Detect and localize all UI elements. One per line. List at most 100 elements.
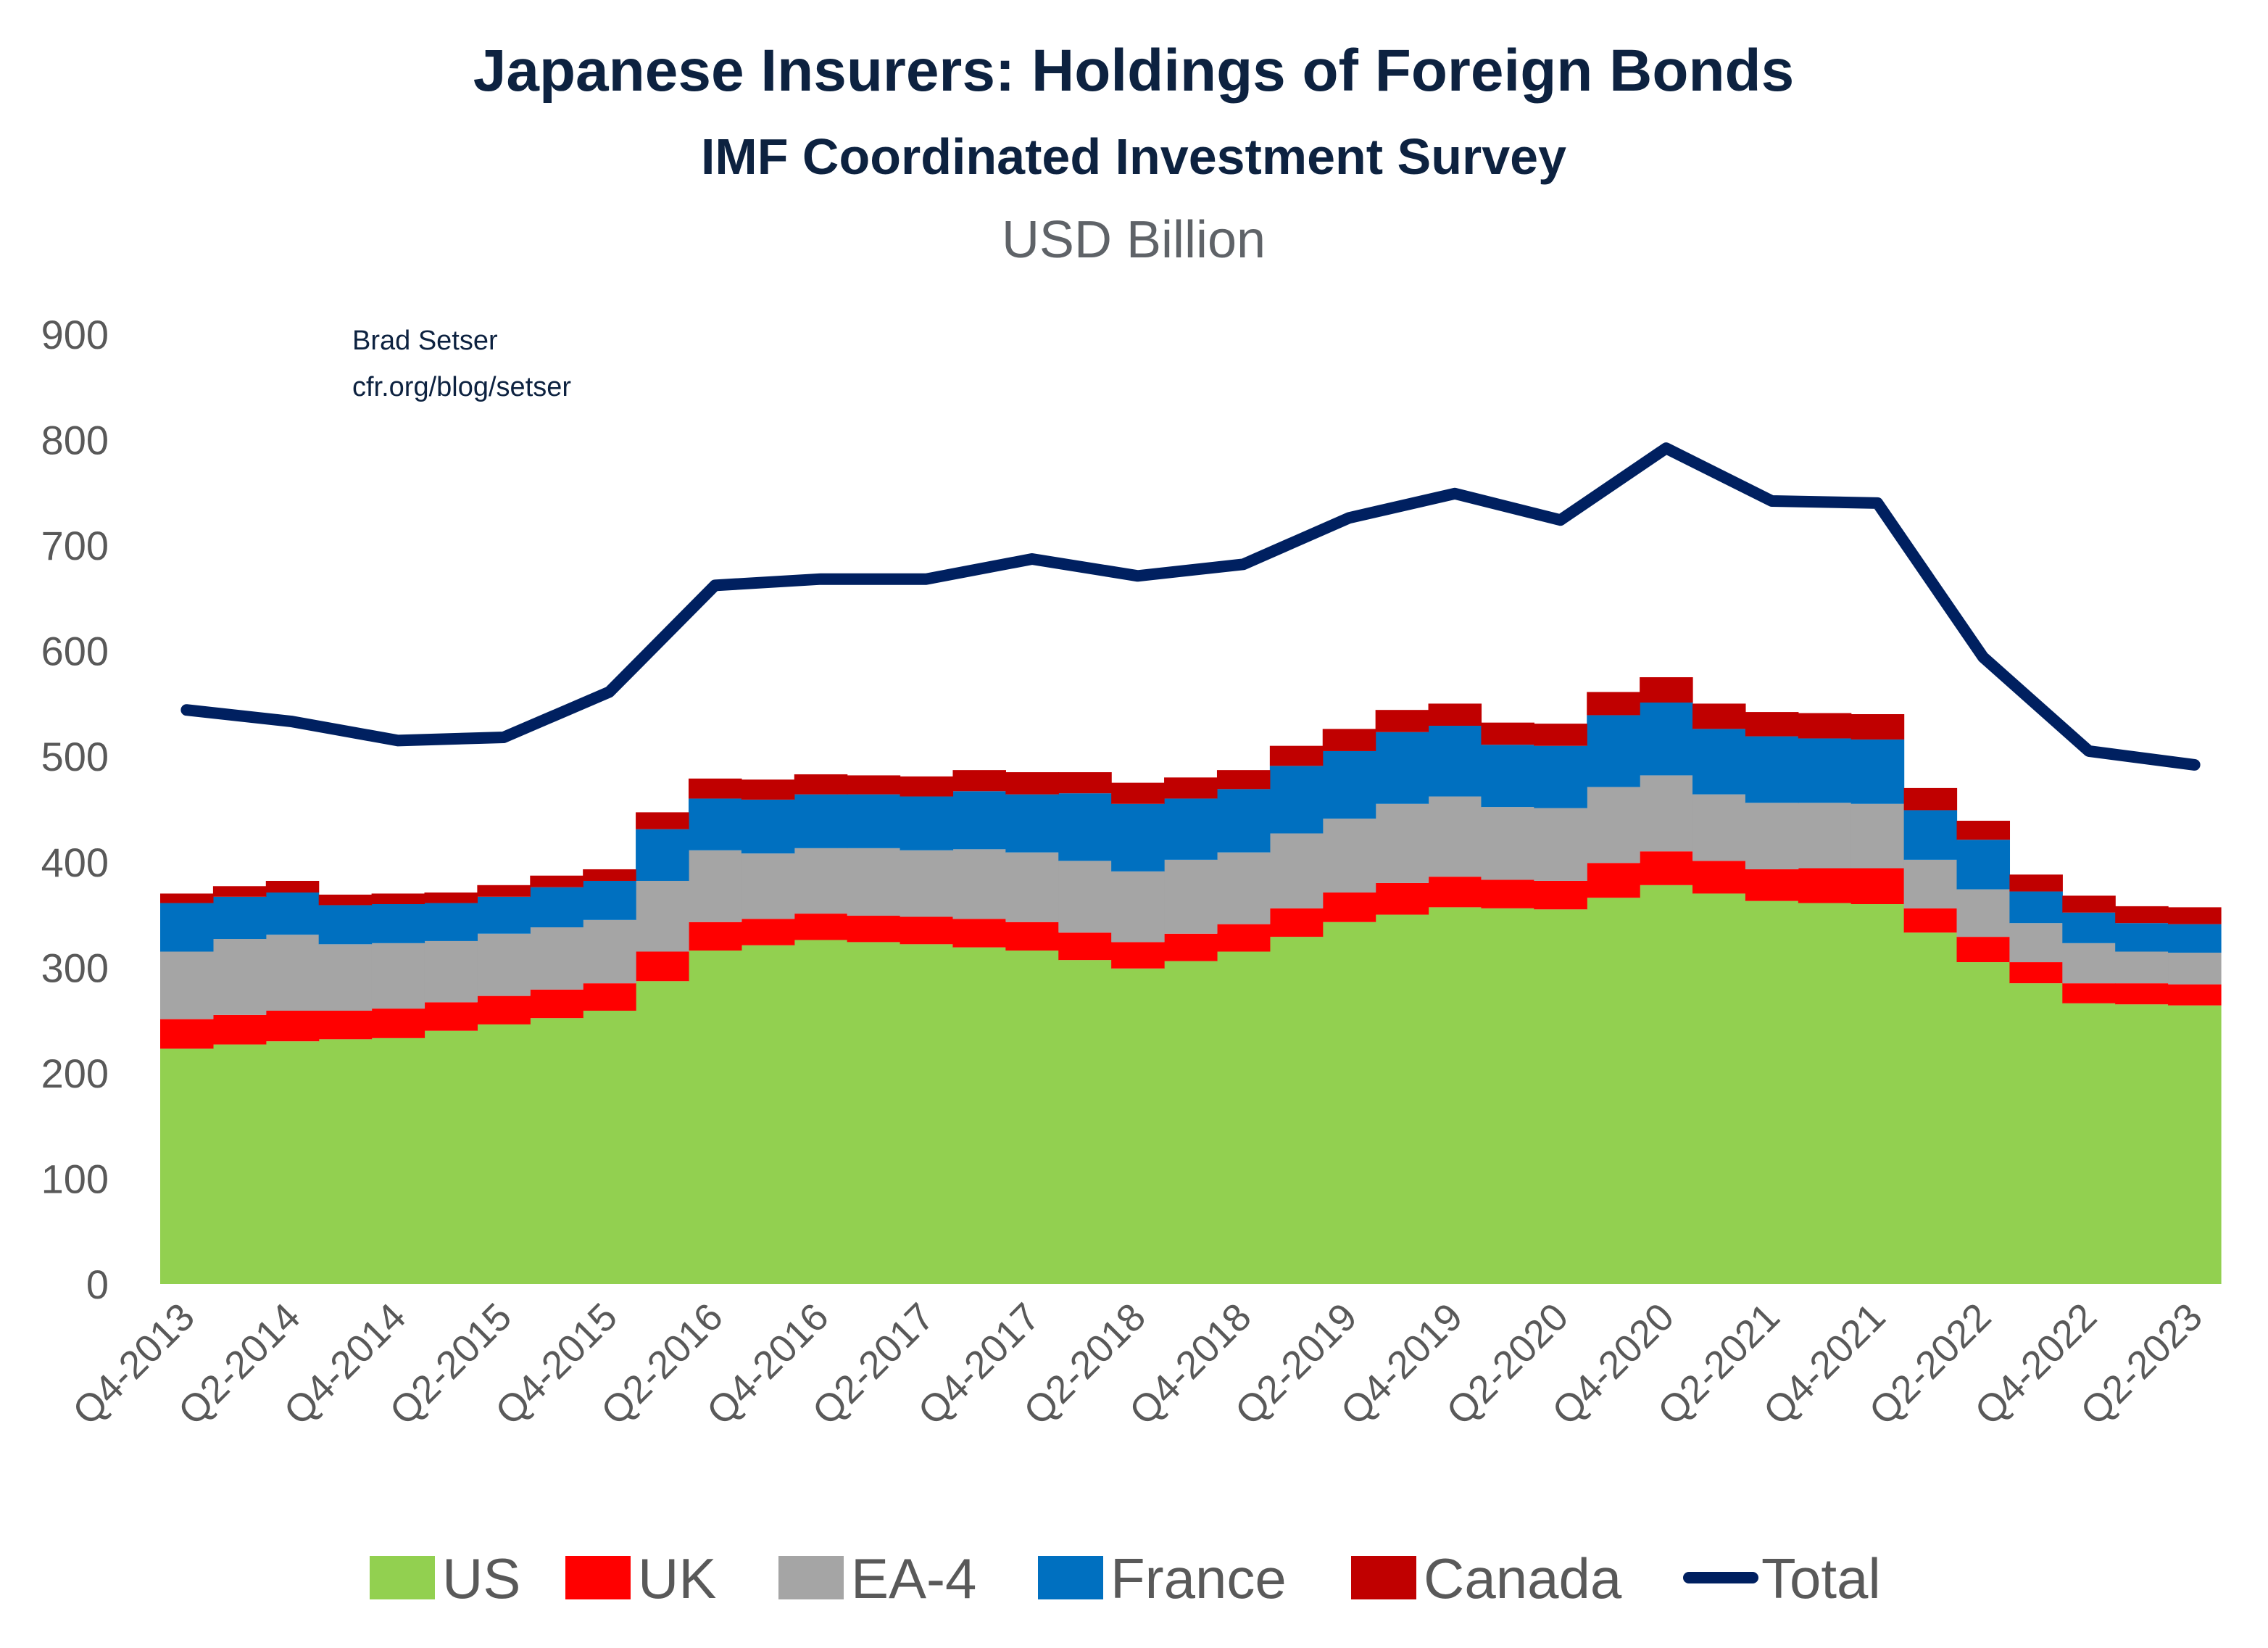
legend-item-us: US (370, 1546, 520, 1610)
area-segment (2168, 1005, 2222, 1284)
area-segment (1850, 868, 1905, 904)
y-tick-label: 700 (41, 523, 109, 568)
area-segment (424, 940, 478, 1003)
area-segment (1164, 859, 1218, 934)
area-segment (1058, 960, 1112, 1284)
area-segment (1428, 726, 1482, 797)
legend-label: Total (1761, 1546, 1881, 1610)
area-segment (794, 914, 848, 940)
area-segment (212, 896, 267, 940)
area-segment (318, 894, 373, 906)
legend-label: UK (638, 1546, 716, 1610)
area-segment (2009, 874, 2063, 892)
area-segment (1692, 703, 1746, 729)
area-segment (1534, 880, 1587, 910)
y-tick-label: 0 (86, 1262, 109, 1307)
area-segment (265, 880, 320, 893)
area-segment (2115, 1004, 2169, 1284)
area-segment (160, 893, 214, 903)
area-segment (847, 848, 901, 916)
area-segment (1481, 807, 1534, 880)
area-segment (688, 922, 742, 951)
area-segment (530, 887, 583, 928)
area-segment (636, 981, 689, 1284)
area-segment (1269, 745, 1324, 766)
area-segment (1058, 932, 1112, 961)
area-segment (371, 943, 425, 1009)
area-segment (1375, 732, 1429, 804)
legend-swatch (1038, 1556, 1103, 1599)
area-segment (1850, 904, 1905, 1284)
area-segment (2168, 907, 2222, 924)
legend-item-total: Total (1683, 1546, 1881, 1610)
area-segment (318, 944, 373, 1011)
legend-item-france: France (1038, 1546, 1287, 1610)
area-segment (1058, 861, 1112, 933)
area-segment (2062, 895, 2116, 913)
area-segment (1481, 908, 1534, 1284)
area-segment (688, 850, 742, 922)
area-segment (636, 951, 689, 982)
area-segment (2062, 943, 2116, 984)
area-segment (265, 892, 320, 935)
area-segment (847, 916, 901, 943)
area-segment (2062, 1003, 2116, 1284)
area-segment (583, 919, 636, 984)
area-segment (1534, 724, 1587, 746)
y-tick-label: 900 (41, 312, 109, 357)
area-segment (1111, 942, 1165, 969)
area-segment (1745, 900, 1799, 1284)
area-segment (424, 903, 478, 941)
area-segment (688, 798, 742, 850)
area-segment (1534, 909, 1587, 1284)
area-segment (318, 905, 373, 945)
stacked-areas (160, 677, 2222, 1284)
legend-label: France (1110, 1546, 1287, 1610)
area-segment (2009, 983, 2063, 1284)
legend-label: EA-4 (851, 1546, 976, 1610)
area-segment (952, 770, 1006, 792)
area-segment (741, 945, 795, 1284)
area-segment (1903, 787, 1958, 811)
area-segment (1322, 819, 1376, 893)
area-segment (265, 935, 320, 1011)
area-segment (1587, 715, 1640, 787)
area-segment (952, 849, 1006, 919)
area-segment (900, 776, 954, 797)
area-segment (900, 796, 954, 850)
area-segment (1428, 796, 1482, 877)
area-segment (1111, 803, 1165, 871)
legend-item-uk: UK (565, 1546, 716, 1610)
legend-swatch (370, 1556, 435, 1599)
area-segment (1850, 714, 1905, 740)
chart-title: Japanese Insurers: Holdings of Foreign B… (473, 38, 1795, 104)
area-segment (741, 779, 795, 800)
area-segment (1428, 907, 1482, 1284)
area-segment (371, 904, 425, 943)
area-segment (1481, 745, 1534, 808)
area-segment (688, 778, 742, 799)
area-segment (1903, 908, 1958, 933)
area-segment (1216, 924, 1271, 952)
area-segment (477, 995, 531, 1024)
area-segment (160, 903, 214, 952)
area-segment (636, 812, 689, 829)
area-segment (1745, 712, 1799, 737)
area-segment (1481, 722, 1534, 745)
area-segment (1692, 893, 1746, 1284)
area-segment (212, 1014, 267, 1045)
area-segment (688, 951, 742, 1284)
area-segment (1111, 871, 1165, 943)
area-segment (2115, 923, 2169, 952)
area-segment (424, 1030, 478, 1284)
area-segment (741, 919, 795, 945)
area-segment (530, 927, 583, 990)
area-segment (160, 1048, 214, 1284)
area-segment (1058, 772, 1112, 794)
area-segment (1322, 750, 1376, 819)
area-segment (1692, 729, 1746, 795)
area-segment (1587, 692, 1640, 716)
area-segment (794, 794, 848, 848)
area-segment (1111, 968, 1165, 1284)
